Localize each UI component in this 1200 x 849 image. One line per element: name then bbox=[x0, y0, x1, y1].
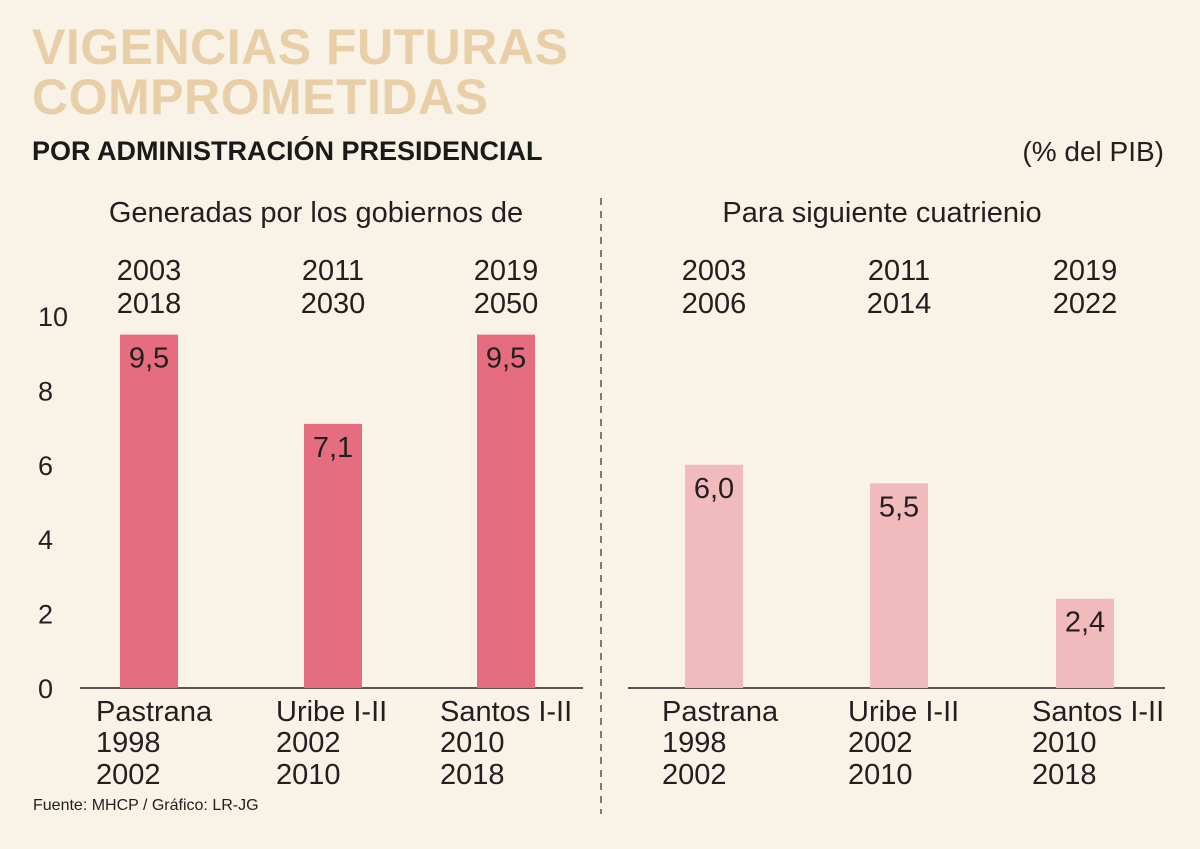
title-line-2: COMPROMETIDAS bbox=[32, 69, 489, 125]
source-note: Fuente: MHCP / Gráfico: LR-JG bbox=[33, 797, 259, 814]
bar-value-label: 9,5 bbox=[129, 343, 169, 375]
category-name-label: Santos I-II bbox=[1032, 696, 1164, 728]
y-tick-label: 2 bbox=[38, 600, 53, 630]
bar-value-label: 7,1 bbox=[313, 432, 353, 464]
bar bbox=[870, 483, 928, 688]
period-end-label: 2030 bbox=[301, 288, 366, 320]
chart-subtitle: POR ADMINISTRACIÓN PRESIDENCIAL bbox=[32, 136, 543, 166]
category-start-year: 1998 bbox=[662, 727, 727, 759]
period-end-label: 2006 bbox=[682, 288, 747, 320]
category-end-year: 2018 bbox=[1032, 759, 1097, 791]
panel-heading: Generadas por los gobiernos de bbox=[109, 197, 523, 229]
category-name-label: Santos I-II bbox=[440, 696, 572, 728]
period-start-label: 2011 bbox=[302, 255, 364, 287]
bar bbox=[685, 464, 743, 688]
y-tick-label: 8 bbox=[38, 376, 53, 406]
bar-value-label: 6,0 bbox=[694, 473, 734, 505]
period-start-label: 2003 bbox=[117, 255, 182, 287]
panel-heading: Para siguiente cuatrienio bbox=[722, 197, 1041, 229]
category-name-label: Uribe I-II bbox=[276, 696, 387, 728]
category-start-year: 2010 bbox=[1032, 727, 1097, 759]
category-end-year: 2010 bbox=[276, 759, 341, 791]
category-end-year: 2018 bbox=[440, 759, 505, 791]
title-line-1: VIGENCIAS FUTURAS bbox=[32, 19, 569, 75]
category-name-label: Uribe I-II bbox=[848, 696, 959, 728]
period-end-label: 2050 bbox=[474, 288, 539, 320]
bar bbox=[1056, 598, 1114, 688]
bar-value-label: 9,5 bbox=[486, 343, 526, 375]
category-start-year: 2002 bbox=[276, 727, 341, 759]
bar-value-label: 5,5 bbox=[879, 491, 919, 523]
category-start-year: 2002 bbox=[848, 727, 913, 759]
period-end-label: 2022 bbox=[1053, 288, 1118, 320]
y-tick-label: 6 bbox=[38, 451, 53, 481]
y-tick-label: 0 bbox=[38, 674, 53, 704]
category-end-year: 2010 bbox=[848, 759, 913, 791]
period-start-label: 2019 bbox=[1053, 255, 1118, 287]
bar bbox=[120, 334, 178, 688]
period-start-label: 2011 bbox=[868, 255, 930, 287]
bar bbox=[477, 334, 535, 688]
category-start-year: 1998 bbox=[96, 727, 161, 759]
category-start-year: 2010 bbox=[440, 727, 505, 759]
y-tick-label: 4 bbox=[38, 525, 53, 555]
chart-title: VIGENCIAS FUTURAS COMPROMETIDAS bbox=[32, 22, 568, 122]
bar-value-label: 2,4 bbox=[1065, 607, 1105, 639]
period-start-label: 2019 bbox=[474, 255, 539, 287]
y-tick-label: 10 bbox=[38, 302, 68, 332]
category-end-year: 2002 bbox=[96, 759, 161, 791]
category-name-label: Pastrana bbox=[662, 696, 779, 728]
category-name-label: Pastrana bbox=[96, 696, 213, 728]
category-end-year: 2002 bbox=[662, 759, 727, 791]
period-end-label: 2014 bbox=[867, 288, 932, 320]
unit-label: (% del PIB) bbox=[1022, 136, 1164, 167]
period-start-label: 2003 bbox=[682, 255, 747, 287]
bar bbox=[304, 423, 362, 688]
period-end-label: 2018 bbox=[117, 288, 182, 320]
